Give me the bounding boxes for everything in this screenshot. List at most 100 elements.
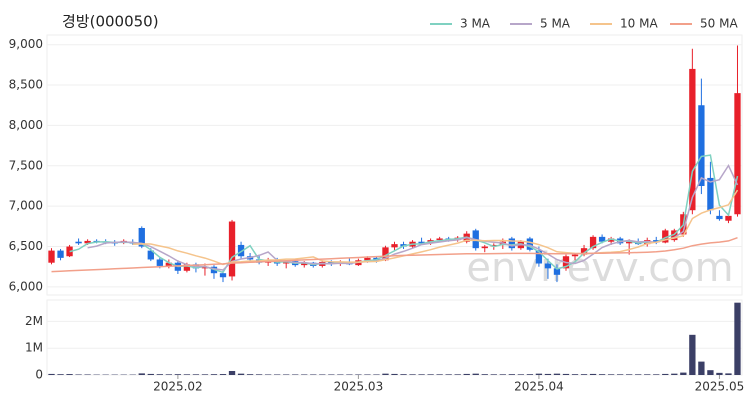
x-tick-label: 2025.05	[695, 380, 745, 394]
volume-bar	[671, 374, 677, 375]
volume-bar	[653, 374, 659, 375]
y-tick-label: 2M	[25, 314, 43, 328]
volume-bar	[274, 374, 280, 375]
volume-bar	[364, 374, 370, 375]
candle-body	[716, 216, 722, 219]
x-tick-label: 2025.02	[153, 380, 203, 394]
y-tick-label: 1M	[25, 341, 43, 355]
volume-bar	[84, 374, 90, 375]
volume-bar	[220, 374, 226, 375]
volume-bar	[599, 374, 605, 375]
candle-body	[157, 259, 163, 265]
volume-bar	[256, 374, 262, 375]
volume-bar	[175, 374, 181, 375]
volume-bar	[265, 374, 271, 375]
volume-bar	[527, 374, 533, 375]
candle-body	[391, 244, 397, 247]
volume-bar	[590, 374, 596, 375]
volume-bar	[66, 374, 72, 375]
volume-bar	[518, 374, 524, 375]
volume-bar	[310, 374, 316, 375]
volume-bar	[716, 373, 722, 375]
volume-bar	[229, 371, 235, 375]
volume-bar	[455, 374, 461, 375]
volume-bar	[283, 374, 289, 375]
volume-bar	[554, 374, 560, 375]
legend-label: 3 MA	[460, 17, 491, 31]
volume-bar	[139, 373, 145, 375]
volume-bar	[328, 374, 334, 375]
y-tick-label: 6,500	[9, 239, 43, 253]
volume-bar	[166, 374, 172, 375]
candle-body	[725, 216, 731, 221]
volume-bar	[319, 374, 325, 375]
volume-bar	[473, 374, 479, 375]
volume-bar	[57, 374, 63, 375]
candle-body	[545, 264, 551, 269]
volume-bar	[445, 374, 451, 375]
volume-bar	[707, 370, 713, 375]
candle-body	[57, 251, 63, 258]
volume-bar	[247, 374, 253, 375]
x-tick-label: 2025.03	[334, 380, 384, 394]
legend-label: 50 MA	[700, 17, 738, 31]
volume-bar	[581, 374, 587, 375]
y-tick-label: 0	[35, 368, 43, 382]
volume-bar	[680, 373, 686, 375]
y-tick-label: 8,000	[9, 118, 43, 132]
candle-body	[48, 251, 54, 263]
volume-bar	[355, 374, 361, 375]
candle-body	[572, 255, 578, 257]
volume-bar	[157, 374, 163, 375]
volume-bar	[491, 374, 497, 375]
volume-bar	[572, 374, 578, 375]
volume-bar	[238, 374, 244, 375]
watermark: envirevv.com	[466, 245, 733, 291]
volume-bar	[464, 374, 470, 375]
volume-bar	[75, 374, 81, 375]
candle-body	[509, 238, 515, 248]
volume-bar	[391, 374, 397, 375]
volume-bar	[608, 374, 614, 375]
volume-bar	[617, 374, 623, 375]
legend-label: 10 MA	[620, 17, 658, 31]
candle-body	[75, 242, 81, 244]
volume-bar	[373, 374, 379, 375]
volume-bar	[734, 303, 740, 375]
candle-body	[698, 105, 704, 186]
volume-bar	[346, 374, 352, 375]
x-tick-label: 2025.04	[514, 380, 564, 394]
volume-bar	[482, 374, 488, 375]
volume-bar	[48, 374, 54, 375]
volume-bar	[698, 362, 704, 375]
volume-bar	[409, 374, 415, 375]
legend-label: 5 MA	[540, 17, 571, 31]
candle-body	[482, 247, 488, 249]
y-tick-label: 9,000	[9, 37, 43, 51]
volume-bar	[400, 374, 406, 375]
candle-body	[229, 222, 235, 277]
y-tick-label: 8,500	[9, 78, 43, 92]
chart-title: 경방(000050)	[62, 13, 159, 31]
volume-bar	[536, 374, 542, 375]
volume-bar	[202, 374, 208, 375]
volume-bar	[635, 374, 641, 375]
y-tick-label: 7,000	[9, 199, 43, 213]
volume-bar	[418, 374, 424, 375]
volume-bar	[382, 374, 388, 375]
volume-bar	[337, 374, 343, 375]
volume-bar	[626, 374, 632, 375]
volume-panel	[47, 300, 742, 375]
volume-bar	[644, 374, 650, 375]
y-tick-label: 6,000	[9, 279, 43, 293]
candle-body	[734, 93, 740, 214]
volume-bar	[148, 374, 154, 375]
volume-bar	[427, 374, 433, 375]
volume-bar	[509, 374, 515, 375]
volume-bar	[292, 374, 298, 375]
volume-bar	[436, 374, 442, 375]
volume-bar	[545, 374, 551, 375]
volume-bar	[689, 335, 695, 375]
volume-bar	[725, 373, 731, 375]
